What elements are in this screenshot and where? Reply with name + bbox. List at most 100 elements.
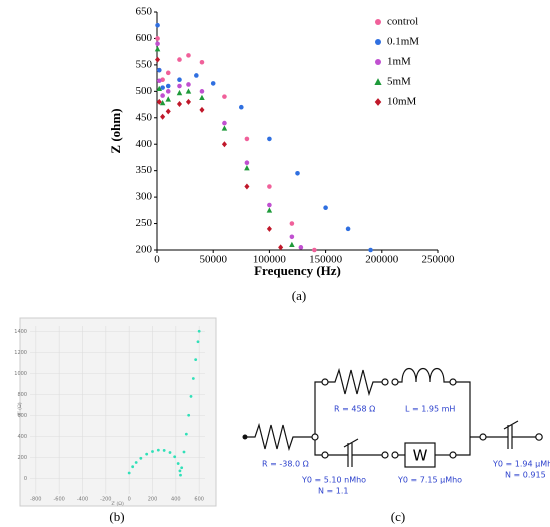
point — [199, 89, 205, 94]
point — [187, 413, 191, 417]
y-tick-label: 600 — [17, 413, 27, 419]
element-sub-label: N = 1.1 — [318, 487, 349, 496]
point — [160, 85, 165, 90]
point — [160, 93, 165, 98]
x-tick-label: -400 — [77, 497, 88, 503]
y-tick-label: 450 — [136, 111, 153, 123]
y-axis-label: -Z'' (Ω) — [18, 402, 23, 417]
point — [191, 377, 195, 380]
point — [131, 465, 135, 469]
point — [210, 81, 216, 86]
point — [368, 247, 373, 253]
point — [244, 160, 250, 166]
x-axis-label: Z' (Ω) — [111, 502, 124, 507]
point — [145, 452, 149, 456]
x-tick-label: 50000 — [199, 254, 227, 266]
point — [244, 165, 250, 171]
point — [165, 83, 171, 89]
point — [177, 83, 182, 89]
point — [199, 106, 205, 113]
point — [139, 456, 143, 460]
y-tick-label: 500 — [136, 85, 153, 97]
x-tick-label: 400 — [171, 497, 181, 503]
x-tick-label: 250000 — [422, 254, 456, 266]
point — [176, 462, 180, 465]
point — [182, 450, 186, 454]
axes — [156, 12, 438, 251]
point — [160, 113, 166, 120]
y-tick-label: 400 — [136, 138, 153, 150]
point — [127, 471, 131, 475]
y-tick-label: 600 — [136, 32, 153, 44]
point — [185, 88, 192, 94]
point — [194, 358, 198, 361]
y-tick-label: 1200 — [14, 350, 27, 356]
x-tick-label: 200000 — [365, 254, 399, 266]
y-tick-label: 1400 — [14, 329, 27, 335]
point — [180, 466, 184, 470]
legend-marker — [375, 19, 381, 25]
element-label: R = 458 Ω — [334, 405, 375, 414]
y-tick-label: 400 — [17, 434, 27, 440]
x-tick-label: 600 — [194, 497, 204, 503]
point — [239, 104, 244, 110]
point — [134, 461, 138, 464]
point — [176, 89, 183, 96]
point — [185, 98, 192, 105]
point — [194, 73, 199, 78]
point — [176, 101, 183, 108]
y-tick-label: 650 — [136, 6, 153, 18]
y-axis-label: Z (ohm) — [108, 108, 123, 153]
point — [151, 450, 154, 453]
x-tick-label: -200 — [100, 497, 111, 503]
element-label: L = 1.95 mH — [405, 405, 455, 414]
element-label: Y0 = 1.94 µMho — [492, 460, 550, 469]
element-label: W — [413, 447, 428, 465]
point — [266, 207, 273, 213]
point — [165, 70, 171, 76]
x-tick-label: -800 — [30, 497, 41, 503]
y-tick-label: 550 — [136, 58, 153, 70]
point — [345, 226, 351, 232]
point — [156, 448, 160, 452]
point — [289, 221, 295, 226]
legend-label: 0.1mM — [387, 36, 419, 48]
legend-label: 1mM — [387, 56, 411, 68]
point — [178, 469, 182, 473]
x-tick-label: 0 — [154, 254, 160, 266]
legend-label: 10mM — [387, 96, 417, 108]
point — [165, 96, 171, 102]
point — [186, 82, 191, 87]
x-tick-label: -600 — [53, 497, 64, 503]
x-tick-label: 100000 — [253, 254, 287, 266]
point — [159, 99, 166, 106]
circuit: R = -38.0 Ω R = 458 Ω L = 1.95 mH Y0 = 5… — [242, 367, 550, 496]
point — [295, 171, 300, 176]
point — [298, 245, 304, 250]
point — [173, 455, 177, 459]
point — [179, 473, 182, 477]
point — [197, 329, 201, 333]
legend-marker — [374, 98, 382, 106]
point — [266, 225, 272, 232]
point — [162, 449, 166, 452]
point — [278, 244, 284, 251]
element-sub-label: N = 0.915 — [505, 471, 546, 480]
y-tick-label: 300 — [136, 191, 153, 203]
element-label: R = -38.0 Ω — [262, 460, 309, 469]
x-axis-label: Frequency (Hz) — [254, 263, 341, 278]
point — [165, 89, 171, 94]
legend-label: 5mM — [387, 76, 411, 88]
legend-marker — [375, 59, 381, 65]
point — [165, 108, 171, 115]
point — [177, 57, 182, 62]
point — [189, 394, 193, 398]
point — [168, 451, 172, 454]
point — [289, 241, 295, 248]
point — [177, 77, 182, 82]
point — [199, 59, 205, 65]
point — [156, 67, 162, 73]
x-tick-label: 150000 — [309, 254, 343, 266]
point — [222, 120, 227, 126]
x-tick-label: 200 — [148, 497, 158, 503]
